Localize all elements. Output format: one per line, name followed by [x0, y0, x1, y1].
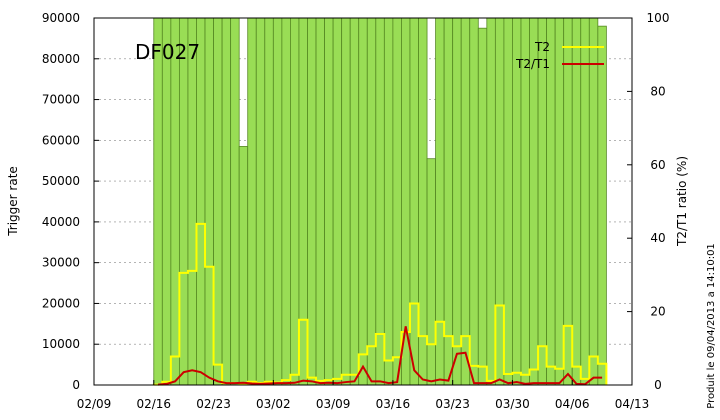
y-tick-label: 40000: [42, 215, 80, 229]
y-axis-title: Trigger rate: [6, 166, 20, 237]
t1-bar: [264, 17, 274, 386]
y-tick-label: 90000: [42, 11, 80, 25]
x-tick-label: 02/16: [136, 397, 171, 411]
t1-bar: [178, 17, 189, 386]
ratio-line: [157, 326, 603, 386]
t1-bar: [460, 17, 471, 386]
x-tick-label: 03/16: [376, 397, 411, 411]
t1-bar: [298, 17, 308, 386]
t1-bar: [196, 17, 206, 386]
t1-bar: [563, 17, 573, 386]
x-tick-label: 03/23: [435, 397, 470, 411]
x-tick-label: 04/13: [615, 397, 650, 411]
y-tick-label: 0: [72, 378, 80, 392]
t1-bar: [571, 17, 582, 386]
y-tick-label: 30000: [42, 256, 80, 270]
t1-bar: [170, 17, 180, 386]
t1-bar: [153, 17, 163, 386]
t1-bar: [290, 17, 300, 386]
t1-bar: [204, 17, 214, 386]
y-tick-label: 60000: [42, 133, 80, 147]
t1-bar: [358, 17, 368, 386]
t1-bar: [324, 17, 334, 386]
x-tick-label: 03/30: [495, 397, 530, 411]
t1-bar: [375, 17, 385, 386]
t1-bar: [486, 17, 496, 386]
t1-bar: [213, 17, 223, 386]
t1-bar: [503, 17, 513, 386]
t1-bar: [554, 17, 565, 386]
t1-bar: [281, 17, 291, 386]
t1-bar: [537, 17, 548, 386]
ratio-series-line: [157, 326, 603, 386]
t1-bar: [426, 158, 436, 386]
t1-bar: [366, 17, 377, 386]
t1-bar: [238, 146, 249, 386]
t1-bar: [580, 17, 590, 386]
t1-bar: [247, 17, 257, 386]
x-tick-label: 03/02: [256, 397, 291, 411]
t1-bar: [307, 17, 317, 386]
t1-bar: [520, 17, 530, 386]
t1-bar: [272, 17, 283, 386]
t1-bar: [383, 17, 394, 386]
t1-bar: [230, 17, 240, 386]
x-tick-label: 02/09: [77, 397, 112, 411]
y2-tick-label: 80: [650, 84, 665, 98]
y2-tick-label: 20: [650, 305, 665, 319]
production-credit: Produit le 09/04/2013 a 14:10:01: [706, 243, 717, 409]
t1-bar: [255, 17, 266, 386]
y2-tick-label: 40: [650, 231, 665, 245]
t1-bar: [221, 17, 232, 386]
chart-title: DF027: [135, 40, 200, 64]
t1-bar: [418, 17, 428, 386]
t1-bar: [452, 17, 462, 386]
legend: T2 T2/T1: [515, 40, 604, 71]
t1-bar: [597, 25, 607, 386]
t1-bar: [341, 17, 351, 386]
t1-bar: [443, 17, 454, 386]
x-tick-label: 02/23: [196, 397, 231, 411]
y-tick-label: 50000: [42, 174, 80, 188]
t1-bar: [529, 17, 539, 386]
y-tick-label: 20000: [42, 296, 80, 310]
t1-bars: [153, 17, 607, 386]
y-tick-label: 70000: [42, 93, 80, 107]
t1-bar: [315, 17, 325, 386]
y2-tick-label: 60: [650, 158, 665, 172]
t1-bar: [512, 17, 522, 386]
t1-bar: [409, 17, 419, 386]
legend-label-ratio: T2/T1: [515, 57, 550, 71]
y2-tick-label: 0: [654, 378, 662, 392]
t1-bar: [332, 17, 343, 386]
plot-frame: [93, 17, 633, 386]
y-tick-label: 10000: [42, 337, 80, 351]
t1-bar: [477, 27, 488, 386]
t1-bar: [161, 17, 172, 386]
t1-bar: [392, 17, 402, 386]
legend-label-t2: T2: [534, 40, 550, 54]
t1-bar: [469, 17, 479, 386]
t1-bar: [546, 17, 556, 386]
t1-bar: [588, 17, 599, 386]
y-tick-label: 80000: [42, 52, 80, 66]
x-tick-label: 04/06: [555, 397, 590, 411]
t1-bar: [494, 17, 505, 386]
x-tick-label: 03/09: [316, 397, 351, 411]
y2-tick-label: 100: [647, 11, 670, 25]
y2-axis-title: T2/T1 ratio (%): [675, 156, 689, 247]
axis-ticks: 0100002000030000400005000060000700008000…: [42, 11, 670, 411]
t1-bar: [187, 17, 197, 386]
t1-bar: [435, 17, 445, 386]
t1-bar: [349, 17, 360, 386]
